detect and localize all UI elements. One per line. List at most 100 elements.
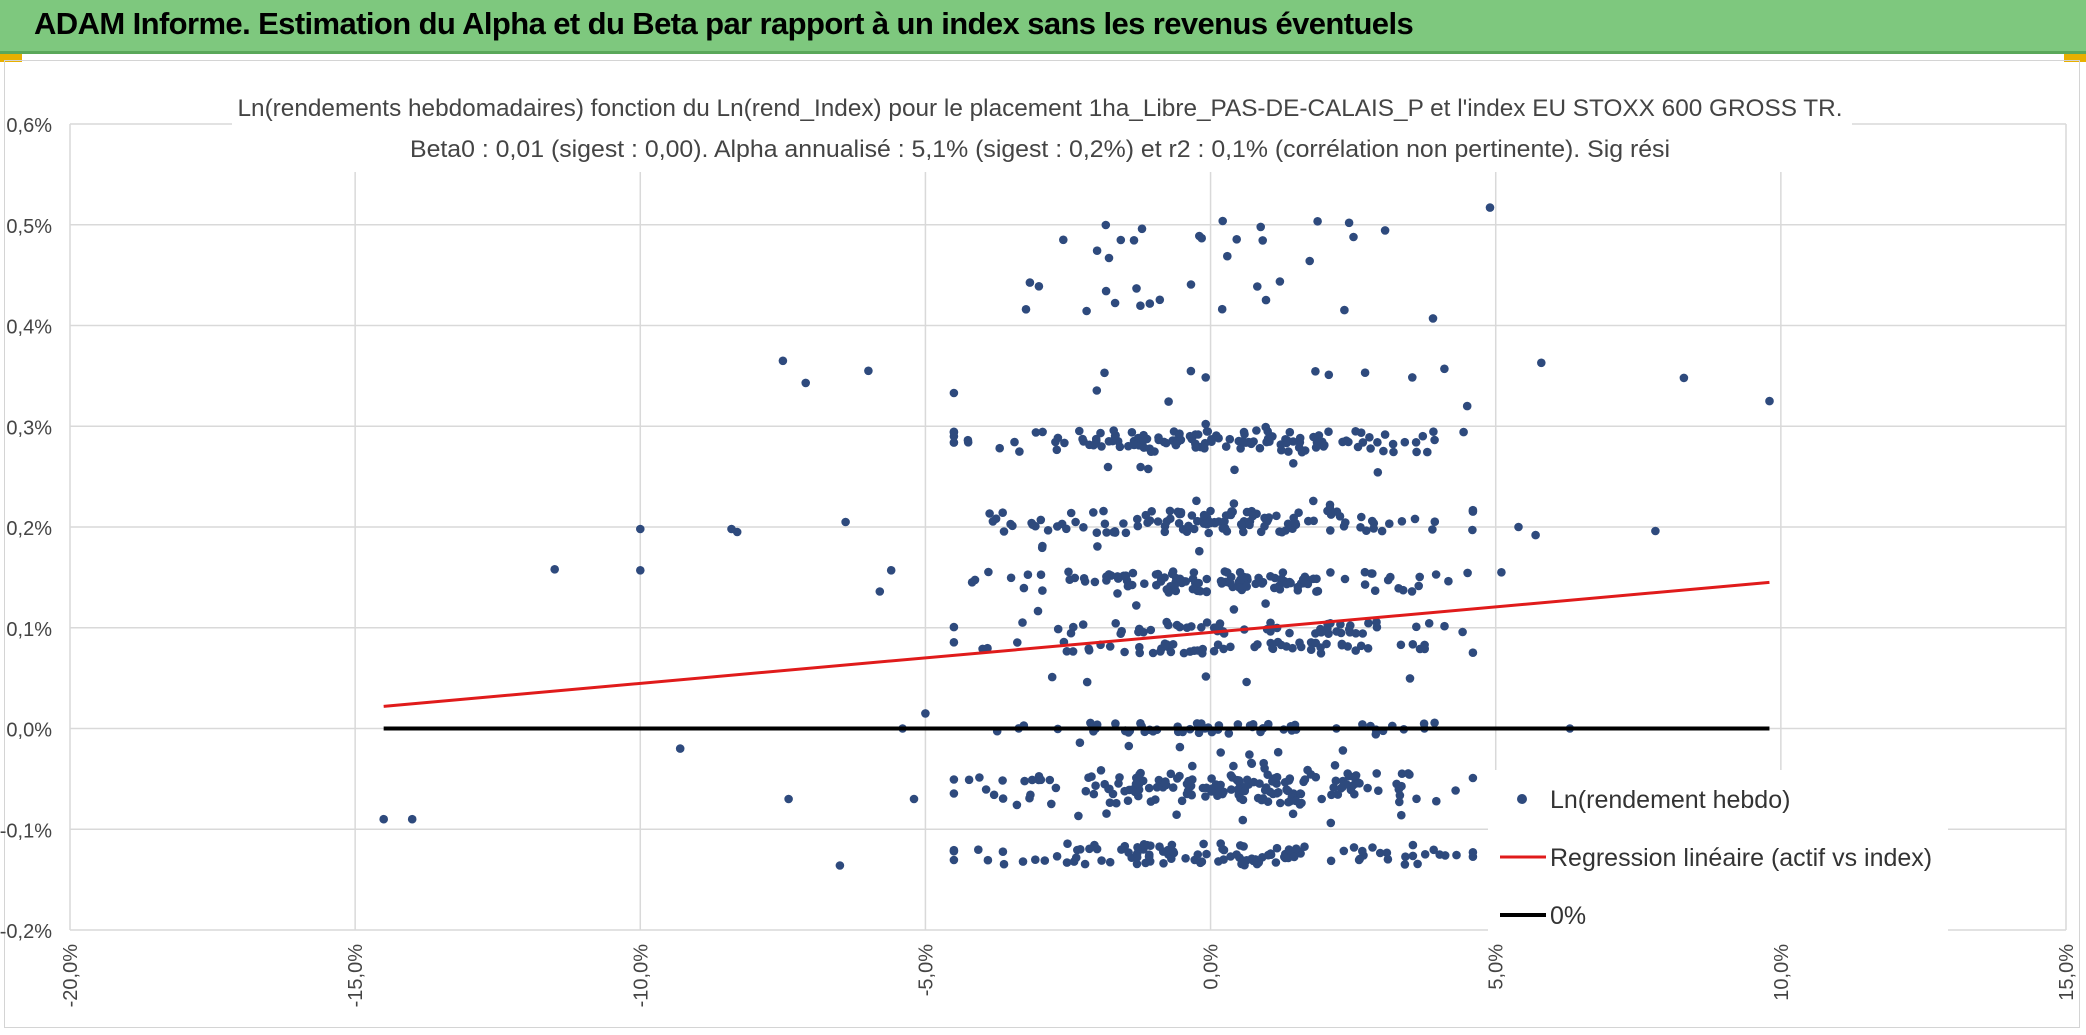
data-point [1291, 518, 1300, 528]
data-point [1285, 628, 1294, 638]
data-point [1324, 370, 1334, 380]
data-point [1100, 779, 1109, 789]
data-point [1119, 519, 1128, 528]
data-point [1113, 589, 1122, 598]
data-point [1129, 236, 1139, 245]
data-point [1166, 769, 1176, 779]
data-point [1218, 524, 1228, 533]
data-point [1229, 499, 1239, 508]
data-point [1230, 465, 1239, 475]
data-point [1031, 428, 1041, 437]
data-point [1164, 397, 1173, 406]
data-point [1305, 256, 1314, 266]
data-point [1127, 785, 1137, 794]
data-point [1224, 729, 1234, 738]
data-point [1284, 447, 1293, 456]
data-point [981, 785, 991, 794]
data-point [1373, 438, 1382, 447]
data-point [1182, 779, 1192, 789]
data-point [1207, 774, 1216, 783]
data-point [1053, 433, 1063, 443]
data-point [1177, 796, 1187, 806]
data-point [1159, 859, 1168, 868]
data-point [1195, 586, 1205, 596]
data-point [1272, 772, 1282, 782]
data-point [1038, 541, 1047, 551]
data-point [1202, 520, 1212, 529]
data-point [1382, 848, 1392, 858]
data-point [801, 378, 810, 388]
data-point [1264, 719, 1273, 729]
data-point [1459, 427, 1468, 437]
data-point [1432, 796, 1441, 806]
data-point [1018, 618, 1027, 627]
data-point [1263, 427, 1272, 436]
data-point [1202, 427, 1212, 436]
data-point [1034, 282, 1044, 291]
data-point [1160, 639, 1170, 648]
data-point [974, 845, 983, 854]
data-point [1171, 586, 1181, 596]
data-point [1403, 769, 1413, 778]
data-point [1092, 528, 1102, 537]
data-point [949, 622, 959, 632]
data-point [1140, 579, 1149, 588]
data-point [1025, 793, 1034, 803]
data-point [1104, 253, 1114, 263]
data-point [841, 517, 850, 527]
data-point [1225, 578, 1235, 588]
x-tick-label: -20,0% [60, 944, 82, 1008]
line-layer [383, 580, 1770, 731]
data-point [1109, 426, 1118, 435]
data-point [1380, 430, 1390, 439]
data-point [1275, 277, 1285, 286]
data-point [1531, 530, 1540, 540]
data-point [1204, 528, 1213, 538]
data-point [1414, 581, 1423, 591]
data-point [1296, 642, 1306, 652]
data-point [1045, 775, 1055, 785]
data-point [1274, 788, 1283, 797]
data-point [1193, 850, 1203, 859]
data-point [921, 709, 930, 718]
data-point [1242, 775, 1252, 785]
data-point [1182, 623, 1192, 632]
data-point [1440, 364, 1449, 374]
y-tick-label: 0,4% [6, 317, 52, 339]
data-point [989, 790, 999, 800]
data-point [1066, 508, 1076, 518]
data-point [379, 814, 389, 824]
y-tick-label: -0,2% [0, 921, 52, 943]
data-point [1440, 621, 1449, 631]
data-point [1514, 522, 1523, 532]
data-point [675, 744, 685, 753]
data-point [1284, 776, 1294, 785]
data-point [1353, 442, 1363, 452]
data-point [1344, 218, 1354, 228]
data-point [1273, 747, 1283, 757]
data-point [1326, 526, 1335, 535]
data-point [1458, 627, 1467, 637]
data-point [1679, 373, 1689, 383]
data-point [1462, 401, 1472, 411]
data-point [1168, 783, 1178, 792]
data-point [1070, 573, 1080, 583]
data-point [1412, 794, 1421, 804]
data-point [864, 366, 873, 376]
data-point [995, 443, 1004, 453]
data-point [1247, 759, 1257, 768]
data-point [975, 773, 984, 782]
data-point [1373, 468, 1383, 477]
report-banner: ADAM Informe. Estimation du Alpha et du … [0, 0, 2086, 54]
data-point [998, 508, 1007, 517]
data-point [1174, 519, 1184, 528]
data-point [1124, 848, 1133, 857]
data-point [1051, 783, 1061, 793]
data-point [1160, 573, 1169, 582]
data-point [1025, 278, 1035, 287]
data-point [1329, 783, 1338, 792]
data-point [1236, 444, 1245, 453]
data-point [1097, 442, 1106, 451]
data-point [1192, 496, 1201, 506]
data-point [1155, 295, 1165, 305]
